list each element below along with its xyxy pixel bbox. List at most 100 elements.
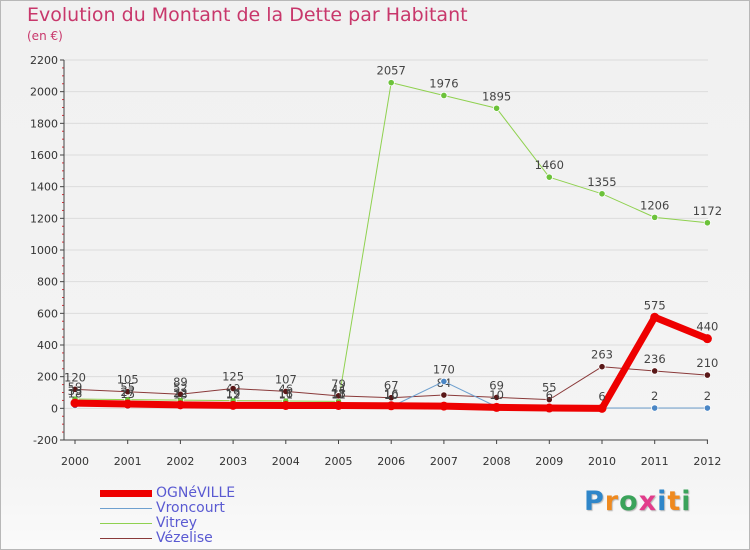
data-label-ogn-ville: 19 <box>226 386 241 400</box>
data-label-vroncourt: 13 <box>173 387 188 401</box>
data-label-vitrey: 44 <box>331 382 346 396</box>
x-tick-label: 2004 <box>272 455 300 468</box>
data-point-ogn-ville <box>492 402 502 412</box>
y-tick-label: -200 <box>33 434 58 447</box>
data-point-vitrey <box>440 91 448 100</box>
data-label-vitrey: 1206 <box>640 198 669 212</box>
x-tick-label: 2007 <box>430 455 458 468</box>
legend-label: Vitrey <box>156 515 197 531</box>
data-point-v-zelise <box>545 396 553 404</box>
legend-label: Vézelise <box>156 530 213 546</box>
data-point-vroncourt <box>440 377 448 386</box>
data-point-v-zelise <box>229 384 237 393</box>
data-label-v-zelise: 263 <box>591 348 613 362</box>
y-tick-label: 0 <box>51 402 58 415</box>
data-point-v-zelise <box>71 385 79 393</box>
data-label-vroncourt: 170 <box>433 362 455 376</box>
data-label-v-zelise: 55 <box>542 381 557 395</box>
data-label-vroncourt: 12 <box>226 387 241 401</box>
logo-letter: i <box>657 486 668 517</box>
data-label-vitrey: 1895 <box>482 89 511 103</box>
data-label-vroncourt: 18 <box>68 386 83 400</box>
data-point-v-zelise <box>440 391 448 399</box>
data-label-vroncourt: 2 <box>704 389 711 403</box>
x-tick-label: 2011 <box>641 455 669 468</box>
data-point-ogn-ville <box>70 398 80 408</box>
data-label-vroncourt: 10 <box>384 388 399 402</box>
data-label-v-zelise: 69 <box>489 378 504 392</box>
data-point-ogn-ville <box>281 400 291 410</box>
data-label-v-zelise: 105 <box>117 373 139 387</box>
data-point-v-zelise <box>334 392 343 400</box>
logo-letter: t <box>667 486 682 517</box>
y-tick-label: 400 <box>37 339 58 352</box>
data-point-vitrey <box>492 104 501 112</box>
data-point-ogn-ville <box>544 403 554 413</box>
y-tick-label: 1000 <box>30 244 58 257</box>
x-tick-label: 2003 <box>219 455 247 468</box>
y-tick-label: 1400 <box>30 181 58 194</box>
data-label-vitrey: 1976 <box>429 76 458 90</box>
data-point-v-zelise <box>651 367 659 375</box>
data-point-ogn-ville <box>334 400 343 410</box>
x-tick-label: 2012 <box>693 455 721 468</box>
data-label-v-zelise: 210 <box>696 356 718 370</box>
x-tick-label: 2010 <box>588 455 616 468</box>
data-label-vroncourt: 2 <box>651 389 658 403</box>
data-point-ogn-ville <box>702 334 712 344</box>
legend-swatch <box>100 508 152 509</box>
data-label-v-zelise: 107 <box>275 372 297 386</box>
data-label-v-zelise: 236 <box>644 352 666 366</box>
data-label-ogn-ville: 18 <box>278 386 293 400</box>
logo-letter: x <box>638 486 658 517</box>
data-point-ogn-ville <box>597 403 607 413</box>
data-label-ogn-ville: 6 <box>598 389 605 403</box>
logo-letter: i <box>681 486 692 517</box>
y-tick-label: 1200 <box>30 212 58 225</box>
data-point-vitrey <box>598 190 606 198</box>
data-point-v-zelise <box>282 387 290 395</box>
legend-swatch <box>100 523 152 524</box>
y-tick-label: 600 <box>37 307 58 320</box>
data-point-ogn-ville <box>439 401 449 411</box>
data-point-vitrey <box>387 79 395 87</box>
data-label-vroncourt: 6 <box>546 388 553 402</box>
chart-subtitle: (en €) <box>27 29 63 43</box>
data-point-vitrey <box>545 173 553 181</box>
data-point-vroncourt <box>651 404 659 412</box>
x-tick-label: 2001 <box>114 455 142 468</box>
chart-title: Evolution du Montant de la Dette par Hab… <box>27 4 468 26</box>
data-label-v-zelise: 120 <box>64 370 86 384</box>
x-tick-label: 2005 <box>325 455 353 468</box>
data-point-vitrey <box>651 213 659 221</box>
data-point-v-zelise <box>598 363 606 371</box>
data-label-ogn-ville: 27 <box>120 385 135 399</box>
x-tick-label: 2006 <box>377 455 405 468</box>
y-tick-label: 200 <box>37 371 58 384</box>
y-tick-label: 2000 <box>30 86 58 99</box>
data-label-ogn-ville: 440 <box>696 320 718 334</box>
data-point-ogn-ville <box>175 400 185 410</box>
y-tick-label: 1800 <box>30 117 58 130</box>
logo-letter: P <box>584 486 605 517</box>
data-point-v-zelise <box>124 388 132 396</box>
data-label-vroncourt: 11 <box>278 388 293 402</box>
legend-label: Vroncourt <box>156 500 225 516</box>
data-label-v-zelise: 89 <box>173 375 188 389</box>
data-label-ogn-ville: 22 <box>173 386 188 400</box>
data-label-ogn-ville: 575 <box>644 298 666 312</box>
x-tick-label: 2000 <box>61 455 89 468</box>
data-label-vitrey: 2057 <box>377 64 406 78</box>
data-label-v-zelise: 79 <box>331 377 346 391</box>
legend-label: OGNéVILLE <box>156 485 236 501</box>
legend-swatch <box>100 538 152 539</box>
data-point-v-zelise <box>387 394 395 402</box>
data-label-ogn-ville: 18 <box>331 386 346 400</box>
y-tick-label: 1600 <box>30 149 58 162</box>
data-point-ogn-ville <box>386 401 396 411</box>
legend-swatch <box>100 490 152 497</box>
logo-letter: r <box>604 486 620 517</box>
data-label-ogn-ville: 33 <box>68 384 83 398</box>
x-tick-label: 2009 <box>535 455 563 468</box>
data-label-vitrey: 1460 <box>535 158 564 172</box>
